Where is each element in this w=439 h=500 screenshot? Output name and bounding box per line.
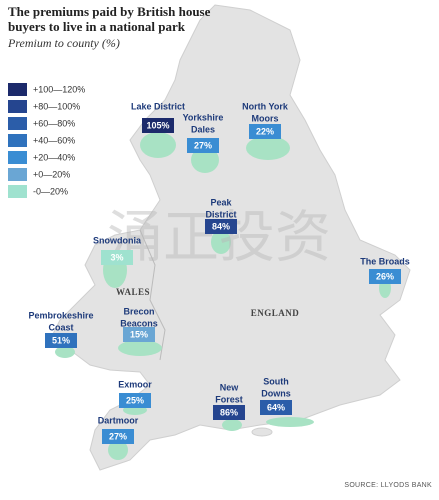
park-value-box [205,219,237,234]
park-value: 15% [130,329,148,339]
park-name: Coast [48,322,73,332]
park-value-box [119,393,151,408]
park-value-box [123,327,155,342]
source: SOURCE: LLYODS BANK [344,482,432,489]
park-value: 86% [220,407,238,417]
park-area [222,419,242,431]
park-area [108,440,128,460]
park-name: Lake District [131,101,185,111]
park-value: 27% [194,140,212,150]
legend-swatch [8,100,27,113]
park-name: Yorkshire [183,112,224,122]
park-value: 105% [146,120,169,130]
park-value: 22% [256,126,274,136]
legend-swatch [8,134,27,147]
park-value: 51% [52,335,70,345]
legend-swatch [8,83,27,96]
title-line: buyers to live in a national park [8,19,186,34]
title-line: The premiums paid by British house [8,4,211,19]
legend-label: +60—80% [33,118,75,128]
park-name: Forest [215,394,243,404]
park-name: Brecon [123,306,154,316]
park-name: Dartmoor [98,415,139,425]
park-area [246,136,290,160]
legend-swatch [8,185,27,198]
park-name: North York [242,101,289,111]
legend-swatch [8,117,27,130]
legend-label: +0—20% [33,169,70,179]
region-label: ENGLAND [251,308,300,318]
park-area [266,417,314,427]
park-area [55,346,75,358]
park-value: 64% [267,402,285,412]
park-area [191,147,219,173]
park-name: Exmoor [118,379,152,389]
park-value: 3% [110,252,123,262]
island [251,427,273,437]
subtitle: Premium to county (%) [7,36,120,50]
park-name: Beacons [120,318,158,328]
park-value-box [101,250,133,265]
park-value-box [369,269,401,284]
park-value-box [187,138,219,153]
wales-border [139,229,166,361]
park-value-box [213,405,245,420]
park-value-box [102,429,134,444]
park-name: Peak [210,197,232,207]
park-area [140,132,176,158]
park-area [118,340,162,356]
legend-label: +40—60% [33,135,75,145]
park-name: New [220,382,240,392]
watermark: 涌正投资 [107,206,331,271]
park-name: Snowdonia [93,235,142,245]
park-value: 25% [126,395,144,405]
legend-label: +20—40% [33,152,75,162]
park-name: Moors [252,113,279,123]
park-value-box [142,118,174,133]
park-value: 84% [212,221,230,231]
park-value: 27% [109,431,127,441]
park-name: South [263,376,289,386]
park-name: Dales [191,124,215,134]
legend-label: +80—100% [33,101,80,111]
park-name: District [205,209,236,219]
park-name: Downs [261,388,291,398]
park-name: The Broads [360,256,410,266]
legend-swatch [8,151,27,164]
park-name: Pembrokeshire [28,310,93,320]
park-value-box [249,124,281,139]
legend-swatch [8,168,27,181]
park-area [211,230,231,254]
park-value: 26% [376,271,394,281]
park-value-box [260,400,292,415]
region-label: WALES [116,287,150,297]
park-value-box [45,333,77,348]
legend-label: +100—120% [33,84,85,94]
legend-label: -0—20% [33,186,68,196]
